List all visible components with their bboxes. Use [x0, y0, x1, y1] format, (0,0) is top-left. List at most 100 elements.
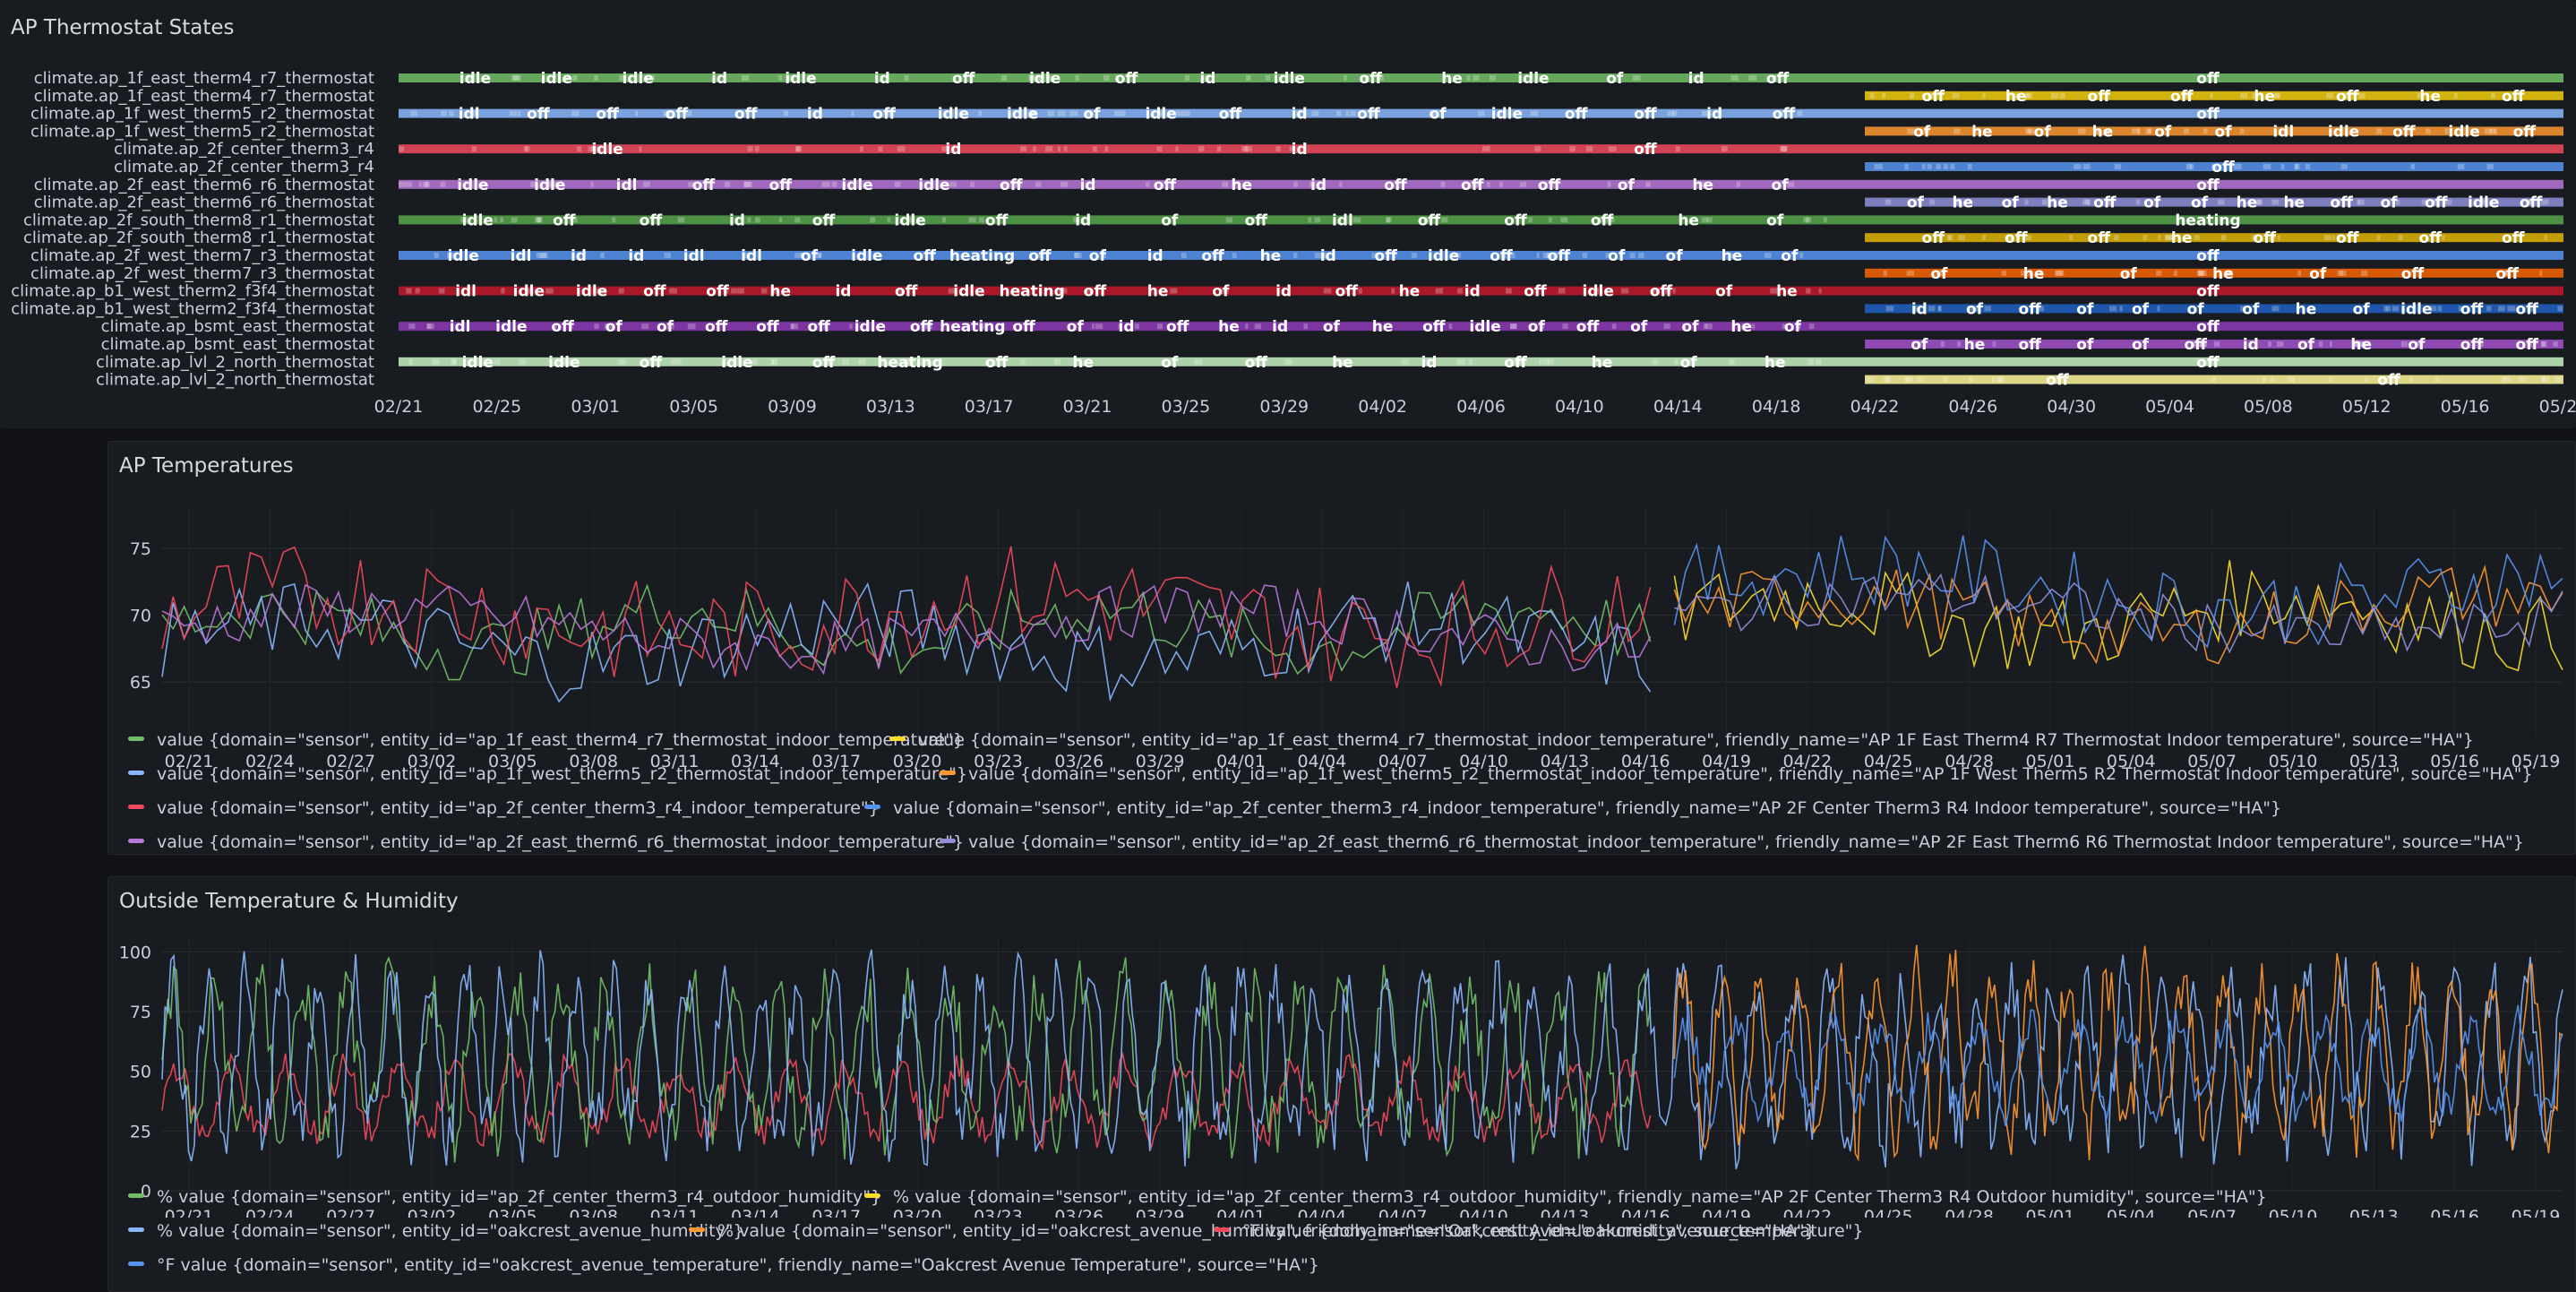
state-tick [818, 253, 822, 258]
state-label: off [2460, 336, 2484, 354]
state-tick [1653, 288, 1661, 294]
state-tick [1943, 376, 1948, 383]
state-tick [1741, 323, 1748, 330]
state-tick [1275, 146, 1281, 152]
x-tick: 04/16 [1621, 1207, 1670, 1218]
state-tick [1000, 75, 1008, 81]
state-tick [1456, 288, 1463, 294]
state-tick [1314, 217, 1321, 223]
legend-item[interactable]: value {domain="sensor", entity_id="ap_1f… [128, 764, 967, 784]
state-tick [1059, 288, 1068, 294]
x-tick: 05/01 [2026, 1207, 2075, 1218]
y-tick: 75 [130, 539, 151, 559]
legend-item[interactable]: value {domain="sensor", entity_id="ap_2f… [128, 798, 880, 818]
state-label: off [527, 106, 550, 124]
state-tick [590, 181, 594, 187]
x-tick: 02/21 [374, 397, 424, 417]
x-tick: 04/26 [1948, 397, 1997, 417]
state-label: off [2018, 300, 2041, 318]
state-tick [731, 288, 737, 294]
state-label: id [1075, 211, 1091, 229]
legend-item[interactable]: value {domain="sensor", entity_id="ap_2f… [940, 832, 2524, 852]
state-label: off [2046, 372, 2069, 390]
state-tick [473, 110, 478, 116]
state-tick [1730, 75, 1739, 81]
state-tick [2056, 270, 2065, 276]
state-label: of [1528, 318, 1546, 336]
state-tick [1481, 146, 1490, 152]
legend-item[interactable]: % value {domain="sensor", entity_id="ap_… [128, 1187, 881, 1207]
state-tick [742, 75, 750, 81]
state-label: off [1000, 177, 1023, 194]
state-label: off [1650, 283, 1673, 301]
state-label: off [895, 283, 918, 301]
state-tick [1992, 341, 1996, 347]
state-label: off [1922, 88, 1945, 106]
state-tick [2337, 235, 2341, 241]
state-tick [643, 75, 652, 81]
legend-label: value {domain="sensor", entity_id="ap_2f… [893, 798, 2282, 818]
x-tick: 05/20 [2539, 397, 2576, 417]
state-tick [1339, 358, 1345, 365]
state-tick [2006, 235, 2014, 241]
state-tick [434, 253, 439, 258]
legend-item[interactable]: value {domain="sensor", entity_id="ap_2f… [864, 798, 2281, 818]
state-tick [1292, 253, 1298, 258]
x-tick: 03/29 [1259, 397, 1309, 417]
state-label: of [2076, 300, 2094, 318]
state-label: idle [851, 247, 882, 265]
state-tick [2074, 164, 2082, 169]
state-label: of [1430, 106, 1447, 124]
state-label: off [812, 211, 836, 229]
x-tick: 03/08 [569, 1207, 618, 1218]
state-tick [2539, 270, 2543, 276]
row-label: climate.ap_2f_center_therm3_r4 [114, 158, 374, 177]
state-tick [2415, 341, 2424, 347]
state-tick [1265, 75, 1271, 81]
state-label: off [1335, 283, 1359, 301]
state-tick [1091, 323, 1095, 330]
state-tick [1777, 110, 1784, 116]
state-label: off [910, 318, 933, 336]
state-label: he [1218, 318, 1240, 336]
state-tick [2481, 199, 2488, 205]
state-label: of [2034, 123, 2052, 141]
state-tick [1530, 110, 1539, 116]
legend-item[interactable]: % value {domain="sensor", entity_id="oak… [128, 1221, 744, 1241]
state-tick [1536, 253, 1540, 258]
state-label: he [1776, 283, 1798, 301]
legend-item[interactable]: °F value {domain="sensor", entity_id="oa… [128, 1255, 1319, 1275]
state-label: idle [1583, 283, 1614, 301]
x-tick: 05/08 [2244, 397, 2293, 417]
state-label: he [2283, 194, 2305, 212]
y-tick: 65 [130, 673, 151, 693]
x-tick: 03/13 [866, 397, 915, 417]
legend-item[interactable]: % value {domain="sensor", entity_id="oak… [689, 1221, 1816, 1241]
state-label: of [2242, 300, 2260, 318]
legend-item[interactable]: value {domain="sensor", entity_id="ap_1f… [940, 764, 2532, 784]
legend-swatch [128, 1262, 144, 1266]
state-tick [1468, 358, 1473, 365]
x-tick: 05/16 [2441, 397, 2490, 417]
state-tick [1038, 253, 1043, 258]
x-tick: 05/13 [2349, 752, 2399, 771]
state-tick [2358, 92, 2366, 99]
x-tick: 04/28 [1945, 1207, 1994, 1218]
legend-item[interactable]: value {domain="sensor", entity_id="ap_2f… [128, 832, 964, 852]
legend-swatch [128, 771, 144, 775]
state-label: he [1332, 354, 1353, 372]
state-tick [2183, 92, 2192, 99]
state-label: of [1681, 318, 1699, 336]
legend-item[interactable]: value {domain="sensor", entity_id="ap_1f… [889, 730, 2474, 750]
state-tick [815, 253, 821, 258]
legend-item[interactable]: % value {domain="sensor", entity_id="ap_… [864, 1187, 2267, 1207]
state-label: of [1784, 318, 1802, 336]
state-tick [2305, 164, 2311, 169]
state-tick [426, 323, 434, 330]
state-tick [1608, 146, 1617, 152]
legend-item[interactable]: °F value {domain="sensor", entity_id="oa… [1214, 1221, 1864, 1241]
legend-item[interactable]: value {domain="sensor", entity_id="ap_1f… [128, 730, 964, 750]
state-tick [399, 181, 404, 187]
state-tick [1039, 75, 1043, 81]
state-tick [1948, 235, 1953, 241]
